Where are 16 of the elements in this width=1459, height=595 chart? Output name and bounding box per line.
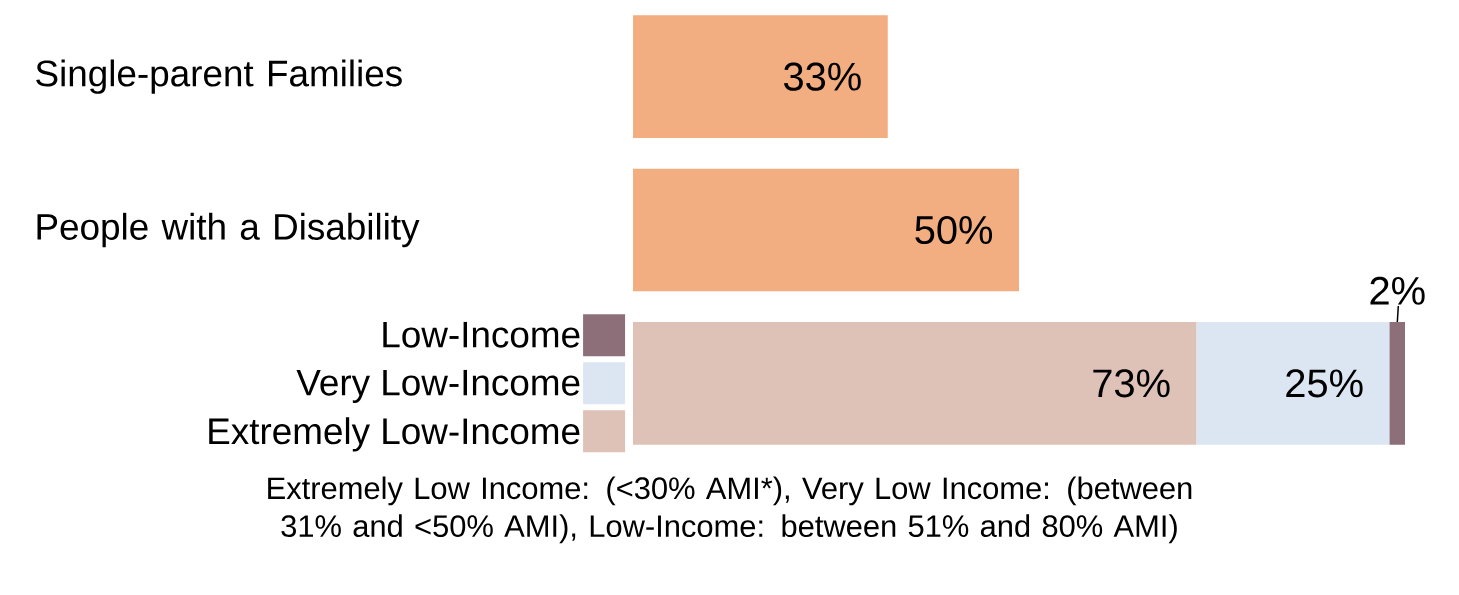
data-label: 33% [784,62,861,91]
data-label: 25% [1286,369,1363,398]
y-tick-label: People with a Disability [37,212,420,248]
bar [633,168,1019,292]
data-label: 50% [915,215,993,245]
legend-label: Very Low-Income [296,369,580,403]
text: Extremely Low Income: (<30% AMI*), Very Low Income: (between 31% and <50% AMI), Low-Income: between 51% and 80% AMI) [268,476,1192,544]
legend-label: Low-Income [383,321,580,348]
data-label: 2% [1370,276,1425,305]
y-tick-label: Single-parent Families [36,59,402,94]
data-label: 73% [1093,369,1170,398]
bar [633,15,888,138]
bar [1389,322,1406,445]
bar [633,322,1197,445]
bar [1196,322,1390,445]
legend-label: Extremely Low-Income [209,417,580,452]
